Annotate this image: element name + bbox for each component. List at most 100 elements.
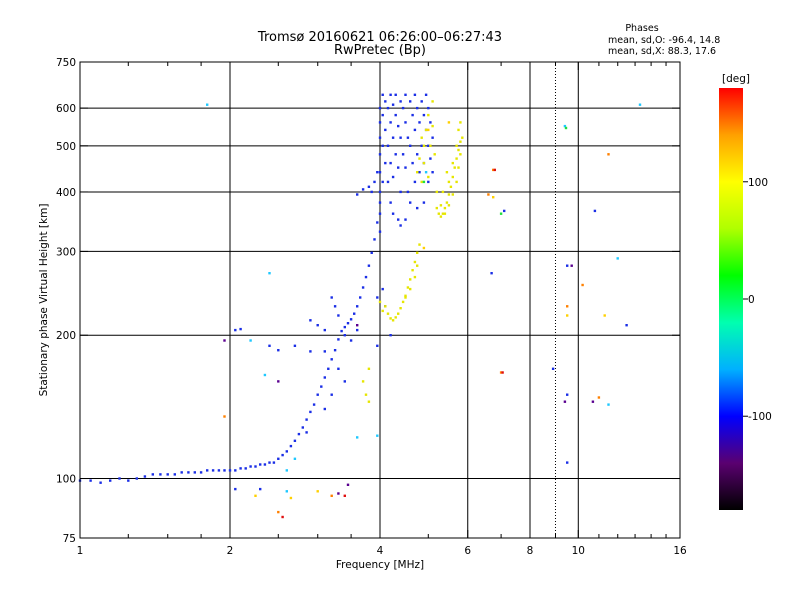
data-point xyxy=(223,339,226,342)
data-point xyxy=(455,157,458,160)
data-point xyxy=(166,473,169,476)
data-point xyxy=(277,457,280,460)
data-point xyxy=(330,358,333,361)
data-point xyxy=(427,180,430,184)
data-point xyxy=(420,136,423,139)
data-point xyxy=(356,305,359,308)
data-point xyxy=(399,190,402,194)
data-point xyxy=(323,350,326,353)
data-point xyxy=(343,380,346,383)
data-point xyxy=(401,153,405,156)
data-point xyxy=(99,481,102,484)
data-point xyxy=(384,161,387,165)
data-point xyxy=(193,471,196,474)
data-point xyxy=(404,296,407,299)
data-point xyxy=(457,148,460,152)
data-point xyxy=(413,128,417,132)
data-point xyxy=(441,190,445,194)
data-point xyxy=(499,371,503,374)
data-point xyxy=(277,510,280,514)
data-point xyxy=(389,161,392,165)
y-tick-labels: 75 100 200 300 400 500 600 750 xyxy=(56,57,76,545)
data-point xyxy=(492,168,495,172)
data-point xyxy=(394,93,397,96)
data-point xyxy=(399,136,402,139)
data-point xyxy=(337,338,340,341)
data-point xyxy=(399,307,402,310)
data-point xyxy=(293,457,297,460)
data-point xyxy=(376,171,379,174)
data-point xyxy=(487,193,490,196)
data-point xyxy=(445,171,449,174)
data-point xyxy=(281,453,284,457)
data-point xyxy=(386,144,390,147)
data-point xyxy=(422,201,426,204)
data-point xyxy=(297,432,301,436)
data-point xyxy=(422,180,426,184)
data-point xyxy=(187,471,190,474)
data-point xyxy=(439,204,443,207)
data-point xyxy=(422,113,426,117)
data-point xyxy=(566,461,569,464)
data-point xyxy=(457,128,460,132)
data-point xyxy=(447,193,451,196)
data-point xyxy=(591,400,595,403)
data-point xyxy=(427,113,430,117)
data-point xyxy=(413,180,417,184)
data-point xyxy=(420,144,423,147)
data-point xyxy=(389,93,392,96)
data-point xyxy=(285,469,288,472)
data-point xyxy=(373,180,376,184)
data-point xyxy=(234,469,237,472)
colorbar-tick-label: 0 xyxy=(748,294,755,306)
data-point xyxy=(459,140,462,143)
data-point xyxy=(409,287,412,291)
data-point xyxy=(228,469,232,472)
data-point xyxy=(411,161,414,165)
data-point xyxy=(394,316,397,319)
plot-frame xyxy=(79,61,681,539)
data-point xyxy=(305,418,308,421)
y-axis-label: Stationary phase Virtual Height [km] xyxy=(38,204,50,397)
data-point xyxy=(356,324,359,327)
data-point xyxy=(217,469,221,472)
data-point xyxy=(411,113,414,117)
data-point xyxy=(597,396,601,399)
data-point xyxy=(429,144,432,147)
data-point xyxy=(439,215,443,218)
data-point xyxy=(211,469,215,472)
data-point xyxy=(459,121,462,124)
colorbar-label: [deg] xyxy=(722,73,750,85)
data-point xyxy=(616,257,619,260)
data-point xyxy=(378,190,382,194)
x-tick-labels: 1 2 4 6 8 10 16 xyxy=(77,545,687,557)
data-point xyxy=(566,264,569,267)
chart-title: Tromsø 20160621 06:26:00–06:27:43 xyxy=(257,30,502,45)
data-point xyxy=(234,487,237,491)
data-point xyxy=(343,334,346,337)
data-point xyxy=(593,209,597,213)
data-point xyxy=(349,318,353,321)
data-point xyxy=(378,106,382,110)
data-point xyxy=(422,246,426,250)
data-point xyxy=(285,490,288,493)
data-point xyxy=(381,287,384,291)
data-point xyxy=(564,126,568,130)
data-point xyxy=(424,93,428,96)
data-point xyxy=(404,294,407,297)
data-point xyxy=(625,324,628,327)
data-point xyxy=(337,367,340,370)
data-point xyxy=(367,400,371,403)
data-point xyxy=(607,153,610,156)
data-point xyxy=(249,465,252,468)
x-tick-label: 16 xyxy=(673,545,687,557)
data-point xyxy=(272,461,276,464)
data-point xyxy=(301,426,304,429)
data-point xyxy=(397,312,400,315)
data-point xyxy=(378,230,382,233)
y-tick-label: 200 xyxy=(56,330,76,342)
data-point xyxy=(89,479,92,482)
data-point xyxy=(356,193,359,196)
data-point xyxy=(445,201,449,204)
data-point xyxy=(397,218,400,221)
